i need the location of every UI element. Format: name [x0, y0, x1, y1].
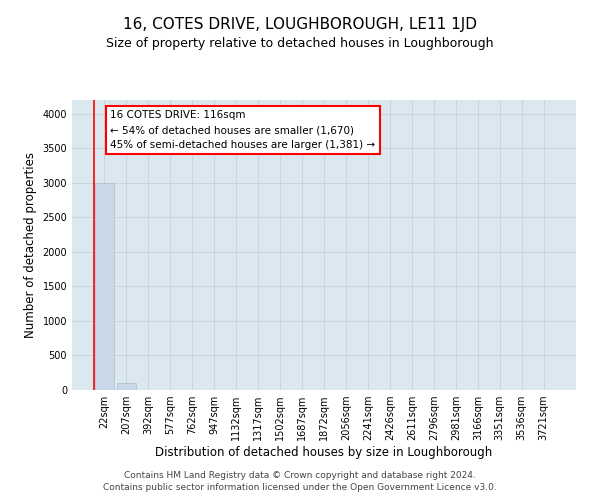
- Bar: [117, 383, 136, 390]
- Y-axis label: Number of detached properties: Number of detached properties: [24, 152, 37, 338]
- Text: Size of property relative to detached houses in Loughborough: Size of property relative to detached ho…: [106, 38, 494, 51]
- Bar: [95, 183, 113, 390]
- X-axis label: Distribution of detached houses by size in Loughborough: Distribution of detached houses by size …: [155, 446, 493, 459]
- Text: Contains HM Land Registry data © Crown copyright and database right 2024.
Contai: Contains HM Land Registry data © Crown c…: [103, 471, 497, 492]
- Text: 16, COTES DRIVE, LOUGHBOROUGH, LE11 1JD: 16, COTES DRIVE, LOUGHBOROUGH, LE11 1JD: [123, 18, 477, 32]
- Text: 16 COTES DRIVE: 116sqm
← 54% of detached houses are smaller (1,670)
45% of semi-: 16 COTES DRIVE: 116sqm ← 54% of detached…: [110, 110, 376, 150]
